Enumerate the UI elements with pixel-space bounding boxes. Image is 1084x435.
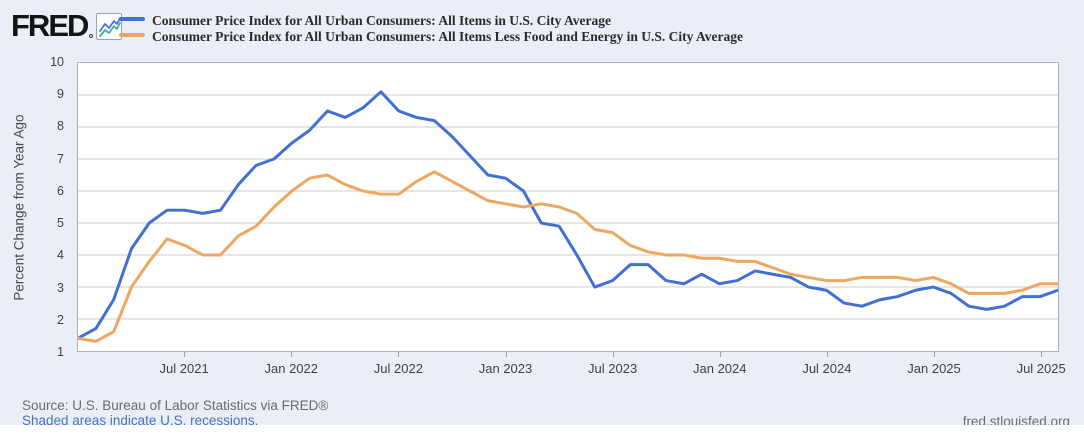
x-tick-mark: [1041, 352, 1043, 357]
x-tick-mark: [505, 352, 507, 357]
y-tick-label: 3: [57, 280, 64, 295]
x-tick-label: Jul 2023: [588, 361, 638, 376]
legend-item-cpi-core: Consumer Price Index for All Urban Consu…: [119, 28, 743, 44]
fred-sparkline-icon: [96, 13, 122, 40]
legend-swatch-blue: [119, 17, 145, 22]
x-tick-mark: [826, 352, 828, 357]
legend-label[interactable]: Consumer Price Index for All Urban Consu…: [152, 28, 744, 44]
x-tick-mark: [398, 352, 400, 357]
x-tick-label: Jul 2021: [159, 361, 209, 376]
chart-legend: Consumer Price Index for All Urban Consu…: [119, 12, 743, 44]
y-tick-label: 5: [57, 216, 64, 231]
source-attribution: Source: U.S. Bureau of Labor Statistics …: [22, 398, 329, 413]
x-tick-mark: [934, 352, 936, 357]
bottom-edge-strip: [0, 425, 1084, 430]
x-tick-label: Jan 2024: [693, 361, 747, 376]
x-tick-label: Jan 2023: [478, 361, 533, 376]
y-tick-label: 10: [50, 55, 64, 69]
cpi-line-chart: [78, 90, 1058, 343]
y-tick-label: 4: [57, 248, 64, 263]
y-tick-label: 8: [57, 119, 64, 134]
y-tick-label: 7: [57, 151, 64, 166]
legend-swatch-orange: [119, 33, 145, 38]
fred-logo-text[interactable]: FRED: [11, 8, 89, 43]
legend-item-cpi-all-items: Consumer Price Index for All Urban Consu…: [119, 12, 743, 28]
legend-label[interactable]: Consumer Price Index for All Urban Consu…: [152, 12, 611, 28]
x-tick-label: Jul 2025: [1016, 361, 1066, 376]
y-tick-label: 1: [57, 345, 64, 359]
series-line[interactable]: [78, 170, 1058, 343]
x-tick-label: Jan 2022: [264, 361, 319, 376]
x-tick-label: Jan 2025: [907, 361, 961, 376]
registered-trademark-icon: [89, 34, 93, 38]
x-tick-label: Jul 2022: [373, 361, 423, 376]
x-tick-mark: [719, 352, 721, 357]
x-tick-mark: [291, 352, 293, 357]
y-tick-label: 9: [57, 87, 64, 102]
x-tick-mark: [184, 352, 186, 357]
y-tick-label: 6: [57, 183, 64, 198]
x-tick-label: Jul 2024: [802, 361, 852, 376]
y-tick-label: 2: [57, 312, 64, 327]
series-line[interactable]: [78, 90, 1058, 340]
x-tick-mark: [612, 352, 614, 357]
plot-area[interactable]: [77, 62, 1059, 352]
